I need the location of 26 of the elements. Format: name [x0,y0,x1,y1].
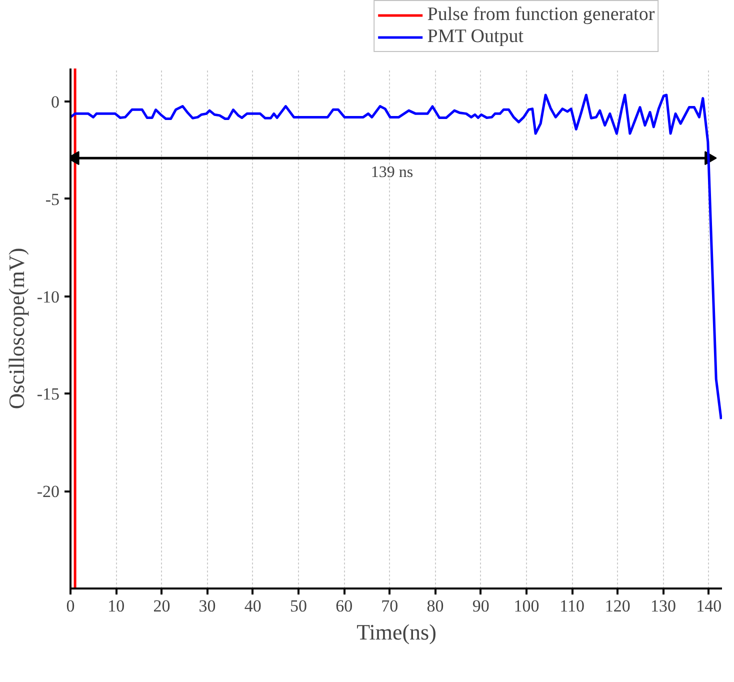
legend-label: PMT Output [427,26,524,48]
x-tick-label: 50 [290,596,307,616]
y-tick-label: -10 [36,287,60,306]
x-tick-label: 0 [66,596,75,616]
x-tick-label: 140 [696,596,722,616]
y-tick-label: 0 [51,92,60,112]
x-tick-label: 80 [426,596,444,616]
x-tick-label: 100 [514,596,540,616]
line-series [70,94,722,420]
y-tick-label: -20 [36,482,60,502]
x-tick-label: 130 [650,596,676,616]
y-axis-title: Oscilloscope(mV) [4,248,29,410]
x-tick-label: 40 [244,596,262,616]
x-tick-label: 110 [560,596,584,616]
x-tick-label: 30 [198,596,216,616]
x-tick-label: 120 [604,596,630,616]
y-tick-label: -5 [45,190,60,209]
x-tick-label: 20 [153,596,170,616]
legend-label: Pulse from function generator [427,4,655,26]
x-tick-label: 70 [381,596,398,616]
y-tick-label: -15 [36,384,60,404]
x-tick-label: 10 [108,596,125,616]
annotation: 139 ns [370,164,414,182]
x-axis-title: Time(ns) [356,620,436,644]
x-tick-label: 90 [472,596,490,616]
x-tick-label: 60 [336,596,353,616]
